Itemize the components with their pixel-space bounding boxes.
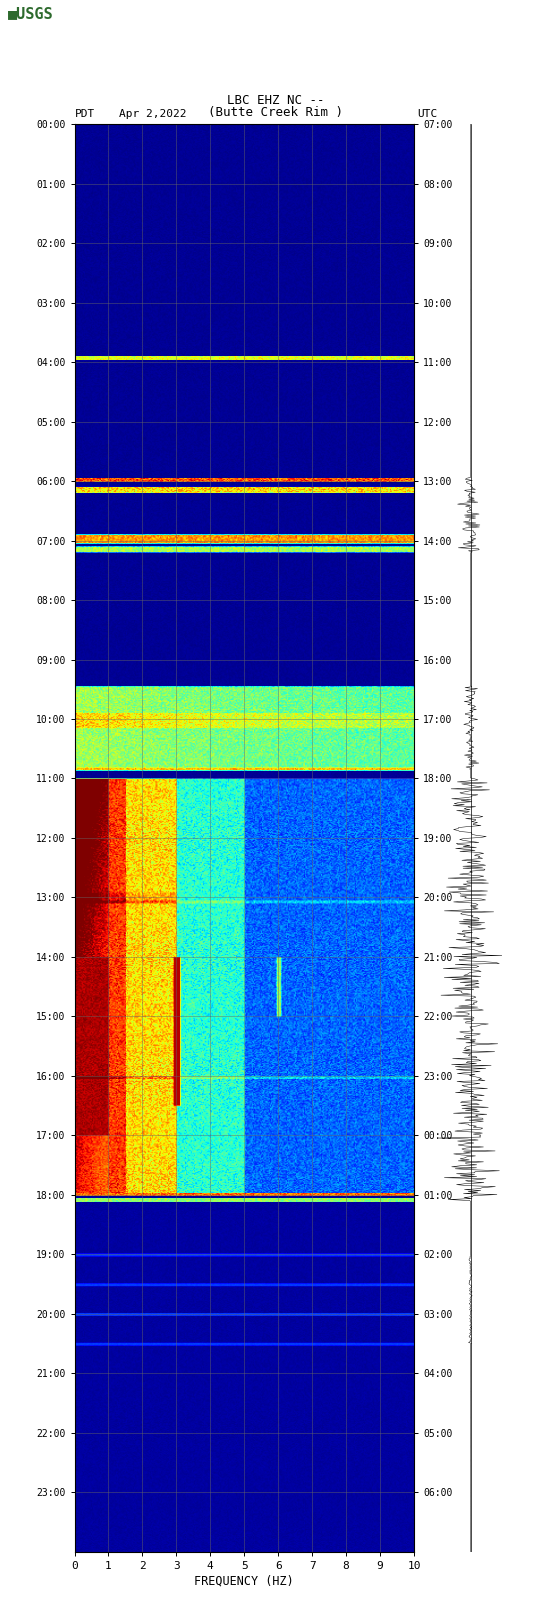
Text: UTC: UTC (417, 108, 437, 119)
X-axis label: FREQUENCY (HZ): FREQUENCY (HZ) (194, 1574, 294, 1587)
Text: PDT: PDT (75, 108, 95, 119)
Text: Apr 2,2022: Apr 2,2022 (119, 108, 186, 119)
Text: (Butte Creek Rim ): (Butte Creek Rim ) (209, 105, 343, 119)
Text: LBC EHZ NC --: LBC EHZ NC -- (227, 94, 325, 106)
Text: ■USGS: ■USGS (8, 5, 54, 21)
